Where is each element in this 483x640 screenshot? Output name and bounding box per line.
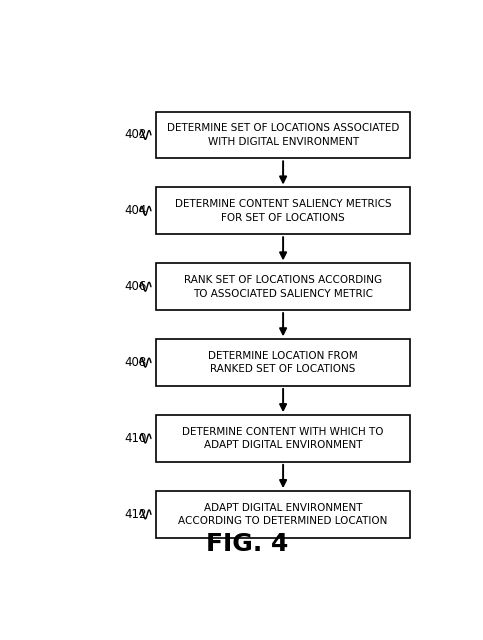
FancyBboxPatch shape <box>156 339 411 386</box>
Text: 408: 408 <box>124 356 146 369</box>
FancyBboxPatch shape <box>156 415 411 462</box>
FancyBboxPatch shape <box>156 111 411 158</box>
Text: 412: 412 <box>124 508 146 521</box>
Text: 410: 410 <box>124 432 146 445</box>
FancyBboxPatch shape <box>156 263 411 310</box>
Text: DETERMINE CONTENT SALIENCY METRICS
FOR SET OF LOCATIONS: DETERMINE CONTENT SALIENCY METRICS FOR S… <box>175 199 391 223</box>
Text: DETERMINE SET OF LOCATIONS ASSOCIATED
WITH DIGITAL ENVIRONMENT: DETERMINE SET OF LOCATIONS ASSOCIATED WI… <box>167 123 399 147</box>
Text: 406: 406 <box>124 280 146 293</box>
FancyBboxPatch shape <box>156 491 411 538</box>
Text: FIG. 4: FIG. 4 <box>206 532 289 556</box>
Text: ADAPT DIGITAL ENVIRONMENT
ACCORDING TO DETERMINED LOCATION: ADAPT DIGITAL ENVIRONMENT ACCORDING TO D… <box>178 502 388 526</box>
Text: DETERMINE LOCATION FROM
RANKED SET OF LOCATIONS: DETERMINE LOCATION FROM RANKED SET OF LO… <box>208 351 358 374</box>
Text: 404: 404 <box>124 204 146 218</box>
Text: RANK SET OF LOCATIONS ACCORDING
TO ASSOCIATED SALIENCY METRIC: RANK SET OF LOCATIONS ACCORDING TO ASSOC… <box>184 275 382 298</box>
Text: DETERMINE CONTENT WITH WHICH TO
ADAPT DIGITAL ENVIRONMENT: DETERMINE CONTENT WITH WHICH TO ADAPT DI… <box>183 427 384 451</box>
FancyBboxPatch shape <box>156 188 411 234</box>
Text: 402: 402 <box>124 129 146 141</box>
